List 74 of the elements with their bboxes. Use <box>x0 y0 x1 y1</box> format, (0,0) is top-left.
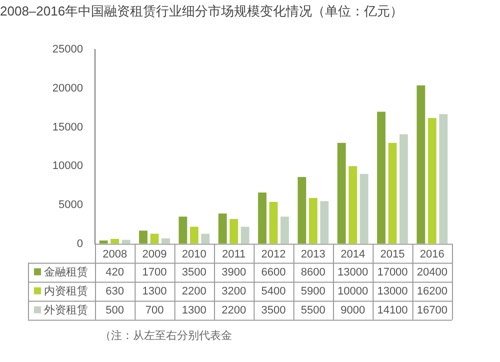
data-label: 2200 <box>222 304 246 316</box>
data-label: 8600 <box>300 266 326 278</box>
bar <box>348 166 358 244</box>
data-label: 420 <box>106 266 124 278</box>
bar <box>320 201 329 244</box>
data-label: 5400 <box>261 285 286 298</box>
bar <box>258 192 266 244</box>
bar <box>110 238 120 244</box>
bar <box>190 226 198 244</box>
data-label: 2200 <box>182 285 206 298</box>
bar <box>201 234 210 244</box>
data-label: 500 <box>106 304 124 316</box>
data-label: 1300 <box>182 304 206 316</box>
y-tick-label: 15000 <box>52 121 83 134</box>
data-label: 3500 <box>182 266 206 278</box>
y-tick-label: 5000 <box>58 198 83 211</box>
bar <box>269 202 278 244</box>
data-label: 10000 <box>338 285 368 298</box>
bar <box>280 216 289 244</box>
data-label: 14100 <box>377 304 408 316</box>
data-label: 13000 <box>338 266 368 278</box>
x-tick-label: 2014 <box>340 248 366 260</box>
y-tick-label: 20000 <box>52 82 83 94</box>
bar <box>400 134 408 244</box>
x-tick-label: 2012 <box>261 248 286 260</box>
data-label: 3900 <box>222 266 246 278</box>
y-tick-label: 10000 <box>52 160 83 172</box>
x-tick-label: 2008 <box>102 248 128 260</box>
y-tick-label: 0 <box>76 238 83 250</box>
bar <box>230 218 238 244</box>
bar <box>416 85 426 244</box>
data-label: 1300 <box>142 285 167 298</box>
data-label: 3500 <box>261 304 286 316</box>
bar <box>360 174 368 244</box>
bar <box>428 118 436 244</box>
data-label: 630 <box>106 285 124 298</box>
data-label: 700 <box>145 304 164 316</box>
data-label: 20400 <box>416 266 448 278</box>
x-tick-label: 2010 <box>182 248 206 260</box>
data-label: 3200 <box>222 285 246 298</box>
legend-label: 内资租赁 <box>44 284 88 298</box>
chart-title: 2008–2016年中国融资租赁行业细分市场规模变化情况（单位：亿元） <box>0 3 404 18</box>
bar <box>377 112 386 244</box>
text: （注：从左至右分别代表金 <box>100 328 232 342</box>
x-tick-label: 2009 <box>142 248 167 260</box>
bar <box>298 176 306 244</box>
bar <box>388 142 397 244</box>
data-label: 5500 <box>300 304 326 316</box>
bar <box>122 240 130 244</box>
x-tick-label: 2016 <box>420 248 444 260</box>
bar <box>139 230 148 244</box>
data-label: 5900 <box>300 285 326 298</box>
bar <box>178 216 188 244</box>
data-label: 16200 <box>416 285 448 298</box>
legend-label: 金融租赁 <box>44 265 88 278</box>
bar <box>240 226 250 244</box>
data-label: 1700 <box>142 266 167 278</box>
data-label: 9000 <box>340 304 366 316</box>
bar <box>308 198 318 244</box>
bar <box>162 238 170 244</box>
x-tick-label: 2011 <box>222 248 246 260</box>
legend-label: 外资租赁 <box>44 303 88 316</box>
bar <box>439 114 448 244</box>
data-label: 16700 <box>416 304 448 316</box>
data-label: 13000 <box>377 285 408 298</box>
data-label: 17000 <box>377 266 408 278</box>
bar <box>99 240 108 244</box>
x-tick-label: 2015 <box>380 248 405 260</box>
bar <box>218 214 227 244</box>
x-tick-label: 2013 <box>300 248 326 260</box>
bar <box>150 234 159 244</box>
bar <box>337 142 346 244</box>
y-tick-label: 25000 <box>52 44 83 56</box>
data-label: 6600 <box>261 266 286 278</box>
